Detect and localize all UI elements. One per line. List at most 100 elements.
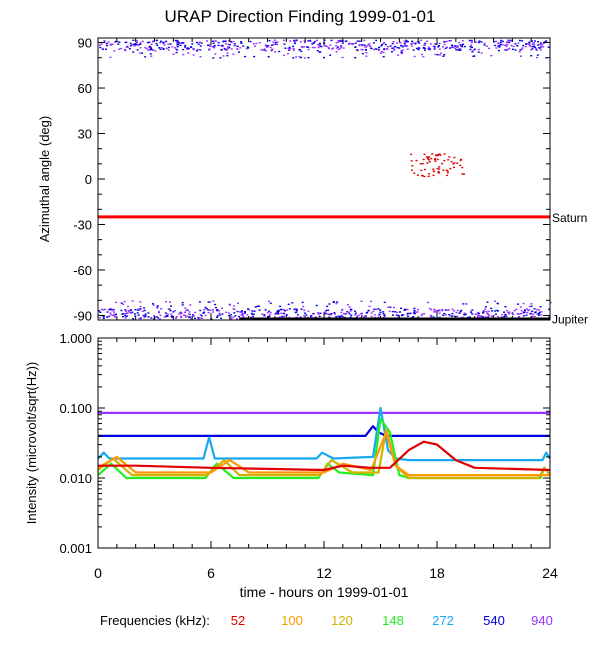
azimuth-point: [136, 312, 139, 314]
azimuth-point: [392, 48, 395, 50]
azimuth-point: [361, 48, 364, 51]
azimuth-point: [428, 161, 431, 163]
azimuth-point: [221, 45, 224, 47]
azimuth-point: [307, 310, 310, 312]
azimuth-point: [165, 47, 168, 50]
azimuth-point: [137, 309, 140, 311]
azimuth-point: [373, 314, 376, 316]
azimuth-point: [276, 41, 279, 43]
azimuth-point: [277, 310, 280, 312]
azimuth-point: [221, 313, 224, 315]
azimuth-point: [152, 303, 154, 305]
azimuth-point: [423, 47, 426, 49]
azimuth-point: [144, 315, 147, 317]
azimuth-point: [141, 40, 144, 43]
azimuth-point: [441, 46, 444, 48]
azimuth-point: [326, 305, 329, 308]
azimuth-point: [420, 314, 423, 317]
azimuth-point: [375, 48, 378, 50]
azimuth-point: [194, 317, 196, 320]
azimuth-point: [260, 49, 263, 51]
azimuth-point: [270, 49, 273, 52]
azimuth-y-tick-label: -30: [73, 217, 92, 232]
azimuth-point: [443, 312, 446, 315]
azimuth-point: [460, 158, 463, 161]
azimuth-point: [303, 314, 306, 317]
azimuth-point: [504, 313, 507, 316]
azimuth-point: [289, 48, 292, 50]
azimuth-point: [172, 311, 175, 313]
azimuth-point: [242, 45, 245, 47]
azimuth-point: [208, 48, 211, 50]
azimuth-point: [221, 44, 224, 47]
azimuth-point: [113, 313, 116, 316]
azimuth-point: [233, 45, 236, 47]
azimuth-point: [124, 49, 127, 52]
azimuth-point: [98, 310, 101, 312]
azimuth-point: [191, 43, 194, 45]
azimuth-point: [133, 45, 136, 47]
azimuth-point: [486, 312, 489, 314]
azimuth-point: [446, 309, 449, 311]
azimuth-point: [102, 316, 105, 318]
azimuth-point: [230, 48, 233, 50]
azimuth-point: [328, 316, 331, 318]
azimuth-point: [470, 310, 472, 313]
azimuth-point: [292, 57, 295, 59]
azimuth-point: [477, 51, 480, 53]
azimuth-point: [246, 308, 249, 310]
azimuth-point: [124, 314, 127, 317]
azimuth-point: [349, 316, 352, 318]
azimuth-point: [325, 310, 328, 312]
azimuth-point: [192, 48, 195, 51]
azimuth-point: [364, 46, 367, 48]
azimuth-point: [133, 313, 136, 315]
azimuth-point: [451, 46, 454, 48]
azimuth-point: [139, 305, 142, 308]
azimuth-point: [400, 52, 403, 55]
azimuth-point: [524, 45, 527, 48]
azimuth-point: [320, 45, 323, 48]
azimuth-point: [388, 310, 391, 313]
azimuth-point: [303, 57, 306, 59]
azimuth-point: [124, 48, 126, 51]
frequency-legend: Frequencies (kHz): 52 100 120 148 272 540 940: [100, 613, 553, 628]
azimuth-point: [510, 44, 513, 47]
azimuth-point: [163, 316, 166, 318]
azimuth-point: [387, 46, 390, 48]
azimuth-point: [534, 47, 537, 50]
azimuth-point: [184, 316, 187, 318]
azimuth-point: [434, 158, 437, 160]
azimuth-point: [395, 314, 398, 316]
azimuth-point: [298, 56, 301, 58]
azimuth-point: [178, 313, 181, 315]
azimuth-point: [192, 314, 195, 316]
azimuth-point: [413, 309, 416, 312]
azimuth-point: [429, 47, 432, 50]
azimuth-point: [117, 41, 120, 43]
azimuth-point: [305, 314, 308, 316]
azimuth-point: [232, 316, 235, 318]
azimuth-point: [209, 45, 212, 47]
azimuth-point: [496, 309, 499, 312]
azimuth-panel: Saturn Jupiter 90 60 30 0 -30 -60 -90 Azimuthal…: [37, 36, 588, 327]
azimuth-point: [420, 169, 423, 172]
azimuth-point: [292, 48, 295, 50]
azimuth-point: [542, 46, 545, 48]
azimuth-point: [460, 309, 463, 312]
azimuth-point: [272, 44, 275, 46]
azimuth-point: [111, 309, 114, 312]
azimuth-point: [125, 315, 128, 318]
azimuth-point: [228, 314, 231, 317]
azimuth-point: [460, 45, 463, 48]
azimuth-point: [436, 167, 439, 170]
azimuth-point: [530, 49, 533, 51]
azimuth-point: [254, 306, 257, 308]
azimuth-point: [134, 42, 137, 45]
azimuth-point: [443, 54, 446, 56]
azimuth-point: [340, 46, 343, 48]
azimuth-point: [415, 311, 418, 313]
azimuth-y-tick-label: -60: [73, 263, 92, 278]
azimuth-point: [311, 46, 314, 49]
azimuth-point: [348, 42, 351, 44]
